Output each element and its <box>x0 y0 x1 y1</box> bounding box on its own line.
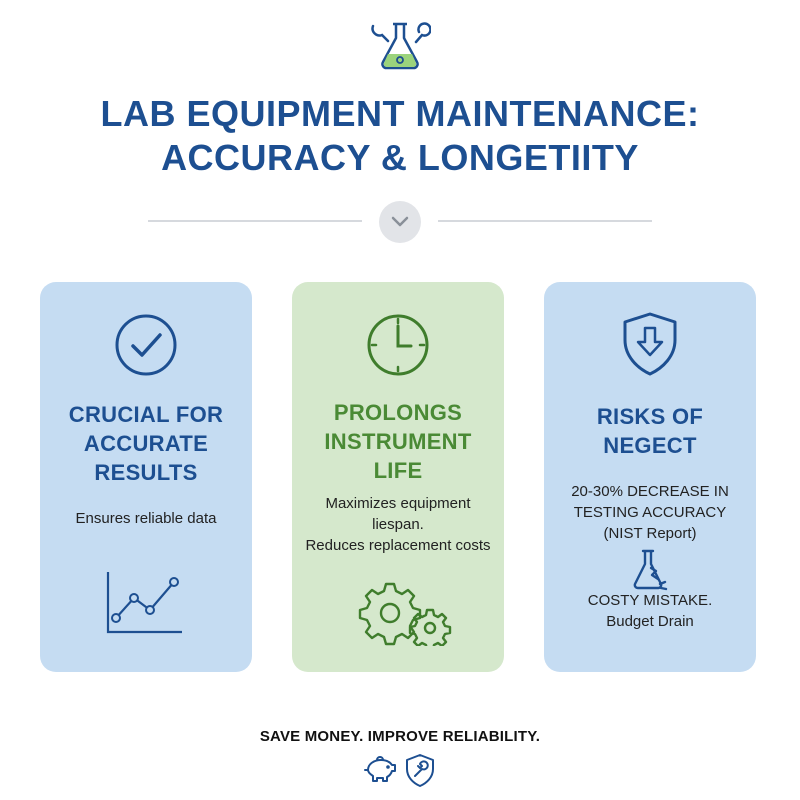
line-chart-icon <box>106 572 182 634</box>
gears-icon <box>358 582 452 646</box>
divider-line-right <box>438 220 652 222</box>
chevron-down-icon <box>391 216 409 227</box>
card-text-line: Budget Drain <box>606 613 694 630</box>
title-line-2: ACCURACY & LONGETIITY <box>161 137 639 178</box>
card-title-line: RISKS OF <box>596 404 704 429</box>
piggy-bank-icon <box>364 756 396 782</box>
card-title-line: INSTRUMENT <box>324 429 472 454</box>
footer-tagline: SAVE MONEY. IMPROVE RELIABILITY. <box>259 728 541 745</box>
card-text-line: TESTING ACCURACY <box>573 504 727 521</box>
clock-icon <box>367 314 429 376</box>
card-text-line: Ensures reliable data <box>75 510 217 527</box>
card-text-line: Reduces replacement costs <box>305 537 491 554</box>
card-title-line: ACCURATE <box>83 431 209 456</box>
divider-badge <box>379 201 421 243</box>
card-title-line: NEGECT <box>603 433 697 458</box>
card-text-line: Maximizes equipment <box>325 495 471 512</box>
card-title-line: PROLONGS <box>333 400 463 425</box>
broken-flask-icon <box>633 549 668 591</box>
flask-wrench-icon <box>371 22 431 70</box>
card-text: Maximizes equipment liespan. Reduces rep… <box>292 493 504 556</box>
card-title-line: LIFE <box>373 458 423 483</box>
divider-line-left <box>148 220 362 222</box>
card-text: 20-30% DECREASE IN TESTING ACCURACY (NIS… <box>544 481 756 544</box>
checkmark-circle-icon <box>115 314 177 376</box>
card-title-line: CRUCIAL FOR <box>68 402 224 427</box>
card-text: Ensures reliable data <box>40 508 252 529</box>
card-text-secondary: COSTY MISTAKE. Budget Drain <box>544 590 756 632</box>
card-text-line: (NIST Report) <box>603 525 697 542</box>
card-text-line: COSTY MISTAKE. <box>587 592 713 609</box>
card-accurate-results: CRUCIAL FOR ACCURATE RESULTS Ensures rel… <box>40 282 252 672</box>
card-title: CRUCIAL FOR ACCURATE RESULTS <box>40 400 252 487</box>
card-title: RISKS OF NEGECT <box>544 402 756 460</box>
shield-wrench-icon <box>406 754 434 787</box>
card-title-line: RESULTS <box>94 460 198 485</box>
card-risks-of-neglect: RISKS OF NEGECT 20-30% DECREASE IN TESTI… <box>544 282 756 672</box>
card-instrument-life: PROLONGS INSTRUMENT LIFE Maximizes equip… <box>292 282 504 672</box>
card-text-line: liespan. <box>372 516 424 533</box>
card-text-line: 20-30% DECREASE IN <box>571 483 729 500</box>
title-line-1: LAB EQUIPMENT MAINTENANCE: <box>100 93 700 134</box>
page-title: LAB EQUIPMENT MAINTENANCE: ACCURACY & LO… <box>0 92 800 180</box>
card-title: PROLONGS INSTRUMENT LIFE <box>292 398 504 485</box>
shield-down-arrow-icon <box>623 312 677 376</box>
